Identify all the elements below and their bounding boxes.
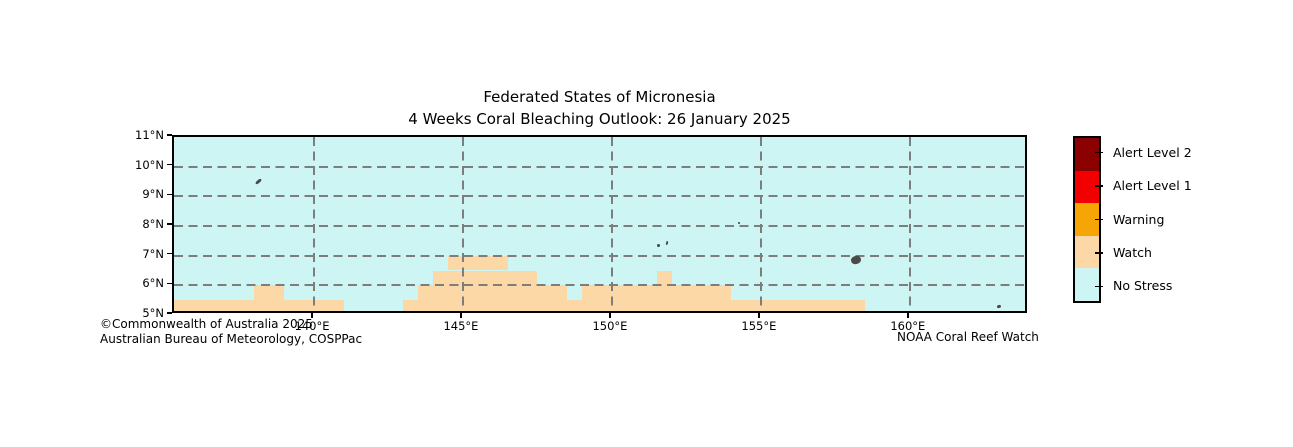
y-tick-label: 10°N <box>135 157 164 172</box>
x-tick-mark <box>758 313 760 318</box>
x-tick-mark <box>311 313 313 318</box>
chart-title-line2: 4 Weeks Coral Bleaching Outlook: 26 Janu… <box>408 109 791 128</box>
credit-noaa: NOAA Coral Reef Watch <box>897 330 1039 344</box>
credits: ©Commonwealth of Australia 2025 Australi… <box>100 317 362 346</box>
legend-label-warning: Warning <box>1113 211 1165 227</box>
y-tick-label: 8°N <box>142 217 164 231</box>
island-yap <box>255 178 263 185</box>
legend-swatch-alert-level-1 <box>1075 170 1099 204</box>
y-tick-mark <box>167 312 172 314</box>
watch-cell <box>433 270 538 286</box>
x-tick-label: 160°E <box>890 319 926 333</box>
legend-tick-mark <box>1095 285 1103 288</box>
y-tick-label: 5°N <box>142 306 164 320</box>
legend-label-alert-level-2: Alert Level 2 <box>1113 144 1192 160</box>
legend-label-watch: Watch <box>1113 244 1152 260</box>
chart-title-line1: Federated States of Micronesia <box>483 88 716 106</box>
island-kosrae <box>996 304 1002 309</box>
island-chuuk-b <box>665 241 669 246</box>
legend-tick-mark <box>1095 185 1103 187</box>
legend-tick-mark <box>1095 151 1103 154</box>
legend-swatch-no-stress <box>1075 268 1099 301</box>
y-tick-label: 9°N <box>142 187 164 202</box>
watch-cell <box>582 285 732 301</box>
y-tick-mark <box>167 223 172 225</box>
y-tick-label: 6°N <box>142 276 164 291</box>
x-tick-label: 145°E <box>443 319 479 333</box>
gridline-vertical <box>461 137 464 311</box>
watch-cell <box>254 285 285 301</box>
gridline-horizontal <box>174 254 1025 257</box>
gridline-horizontal <box>174 165 1025 168</box>
x-tick-mark <box>907 313 909 318</box>
gridline-vertical <box>610 137 613 311</box>
watch-cell <box>418 285 568 301</box>
gridline-vertical <box>759 137 762 311</box>
gridline-horizontal <box>174 195 1025 198</box>
chart-title: Federated States of Micronesia 4 Weeks C… <box>172 87 1027 130</box>
y-tick-mark <box>167 134 172 136</box>
y-tick-mark <box>167 193 172 196</box>
x-tick-label: 140°E <box>294 319 330 333</box>
y-tick-mark <box>167 252 172 255</box>
x-tick-label: 150°E <box>592 319 628 333</box>
y-tick-label: 11°N <box>135 128 164 142</box>
y-tick-label: 7°N <box>142 246 164 261</box>
watch-cell <box>656 270 672 286</box>
legend-label-alert-level-1: Alert Level 1 <box>1113 178 1192 194</box>
gridline-vertical <box>313 137 316 311</box>
y-tick-mark <box>167 163 172 166</box>
island-oroluk <box>737 222 740 225</box>
watch-cell <box>403 300 866 311</box>
legend-swatch-watch <box>1075 235 1099 269</box>
x-tick-mark <box>609 313 611 318</box>
legend-label-no-stress: No Stress <box>1113 278 1173 294</box>
y-tick-mark <box>167 282 172 285</box>
gridline-horizontal <box>174 284 1025 287</box>
credit-line-bureau: Australian Bureau of Meteorology, COSPPa… <box>100 331 363 346</box>
gridline-horizontal <box>174 225 1025 227</box>
watch-cell <box>448 255 508 271</box>
x-tick-label: 155°E <box>741 319 777 333</box>
watch-cell <box>174 300 344 311</box>
outlook-map <box>172 135 1027 313</box>
gridline-vertical <box>908 137 911 311</box>
island-chuuk-a <box>656 243 660 247</box>
legend-tick-mark <box>1095 252 1103 254</box>
island-pohnpei <box>850 254 863 266</box>
credit-line-copyright: ©Commonwealth of Australia 2025 <box>100 317 313 331</box>
legend-tick-mark <box>1095 218 1103 221</box>
x-tick-mark <box>460 313 462 318</box>
legend-swatch-alert-level-2 <box>1075 138 1099 171</box>
